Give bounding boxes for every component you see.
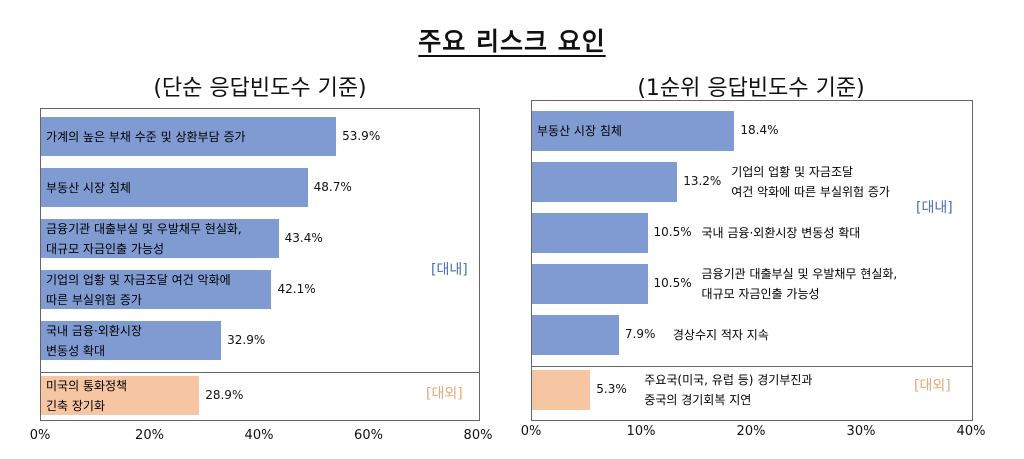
chart-2-category-label-1: 부동산 시장 침체 [537, 121, 622, 141]
chart-2-value-label-1: 18.4% [740, 123, 779, 137]
category-label-line: 금융기관 대출부실 및 우발채무 현실화, [46, 221, 242, 236]
category-label-line: 주요국(미국, 유럽 등) 경기부진과 [644, 373, 813, 387]
chart-2-subtitle: (1순위 응답빈도수 기준) [637, 76, 865, 101]
chart-1-subtitle: (단순 응답빈도수 기준) [153, 76, 367, 101]
chart-2-x-tick-2: 10% [626, 424, 656, 439]
chart-2-x-tick-5: 40% [956, 424, 986, 439]
category-label-line: 따른 부실위험 증가 [46, 292, 142, 307]
chart-1-group-divider [41, 372, 479, 373]
chart-1-plot-area: 가계의 높은 부채 수준 및 상환부담 증가 53.9% 부동산 시장 침체 48.7… [40, 108, 480, 421]
chart-2-bar-4 [532, 264, 648, 304]
chart-2-category-label-5: 경상수지 적자 지속 [673, 325, 769, 345]
category-label-line: 기업의 업황 및 자금조달 [731, 165, 854, 179]
chart-1-category-label-5: 국내 금융·외환시장 변동성 확대 [46, 321, 142, 361]
chart-2-value-label-6: 5.3% [596, 382, 627, 396]
chart-1-bar-6 [41, 376, 200, 415]
chart-2-value-label-4: 10.5% [653, 276, 692, 290]
category-label-line: 여건 악화에 따른 부실위험 증가 [731, 185, 890, 199]
category-label-line: 가계의 높은 부채 수준 및 상환부담 증가 [46, 129, 246, 144]
chart-1-x-tick-1: 0% [29, 428, 51, 443]
chart-1-bar-1 [41, 117, 337, 156]
chart-2-x-tick-4: 30% [846, 424, 876, 439]
chart-1-x-tick-5: 80% [463, 428, 493, 443]
chart-1-value-label-4: 42.1% [277, 281, 316, 296]
chart-1-bar-2 [41, 168, 308, 207]
category-label-line: 부동산 시장 침체 [46, 180, 131, 195]
chart-2-category-label-3: 국내 금융·외환시장 변동성 확대 [702, 223, 861, 243]
chart-1-category-label-1: 가계의 높은 부채 수준 및 상환부담 증가 [46, 127, 246, 147]
chart-1-bar-3 [41, 219, 279, 258]
chart-2-group-label-dom: [대내] [916, 200, 953, 216]
chart-2-group-divider [532, 366, 972, 367]
chart-1-group-label-ext: [대외] [426, 386, 463, 402]
category-label-line: 미국의 통화정책 [46, 378, 128, 393]
chart-1-x-tick-2: 20% [135, 428, 164, 443]
category-label-line: 중국의 경기회복 지연 [644, 393, 752, 407]
chart-1-group-label-dom: [대내] [431, 262, 468, 278]
chart-1-value-label-1: 53.9% [342, 128, 381, 143]
chart-1-value-label-5: 32.9% [227, 332, 266, 347]
category-label-line: 금융기관 대출부실 및 우발채무 현실화, [701, 267, 898, 281]
chart-1-value-label-2: 48.7% [313, 179, 352, 194]
chart-1-value-label-3: 43.4% [284, 230, 323, 245]
chart-2-x-tick-3: 20% [736, 424, 766, 439]
chart-1-category-label-2: 부동산 시장 침체 [46, 178, 131, 198]
chart-2-group-label-ext: [대외] [914, 378, 951, 394]
chart-2-bar-2 [532, 162, 678, 202]
category-label-line: 국내 금융·외환시장 변동성 확대 [701, 226, 861, 240]
chart-2-bar-5 [532, 315, 619, 355]
category-label-line: 변동성 확대 [46, 343, 106, 358]
chart-1-bar-5 [41, 321, 222, 360]
chart-1-bar-4 [41, 270, 272, 309]
chart-1-x-tick-4: 60% [354, 428, 383, 443]
category-label-line: 긴축 장기화 [46, 398, 106, 413]
chart-2-value-label-3: 10.5% [653, 225, 692, 239]
chart-2-x-tick-1: 0% [520, 424, 542, 439]
chart-1-category-label-3: 금융기관 대출부실 및 우발채무 현실화, 대규모 자금인출 가능성 [46, 219, 242, 259]
chart-2-value-label-2: 13.2% [683, 174, 722, 188]
chart-2-bar-1 [532, 111, 735, 151]
category-label-line: 부동산 시장 침체 [537, 124, 622, 138]
chart-2-bar-3 [532, 213, 648, 253]
category-label-line: 경상수지 적자 지속 [672, 328, 769, 342]
chart-main-title: 주요 리스크 요인 [418, 27, 606, 56]
chart-2-value-label-5: 7.9% [624, 327, 656, 341]
chart-2-bar-6 [532, 370, 591, 410]
category-label-line: 대규모 자금인출 가능성 [701, 287, 820, 301]
chart-2-category-label-4: 금융기관 대출부실 및 우발채무 현실화, 대규모 자금인출 가능성 [702, 264, 898, 304]
category-label-line: 기업의 업황 및 자금조달 여건 악화에 [46, 272, 231, 287]
chart-1-x-tick-3: 40% [244, 428, 274, 443]
chart-1-value-label-6: 28.9% [205, 387, 244, 402]
category-label-line: 국내 금융·외환시장 [46, 323, 142, 338]
category-label-line: 대규모 자금인출 가능성 [46, 241, 165, 256]
